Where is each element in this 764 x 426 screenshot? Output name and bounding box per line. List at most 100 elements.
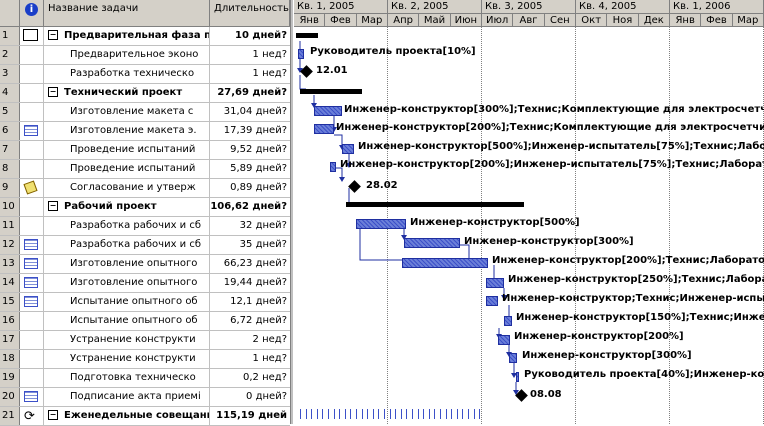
task-bar[interactable] xyxy=(509,353,517,363)
duration-cell[interactable]: 32 дней? xyxy=(239,220,287,231)
duration-cell[interactable]: 35 дней? xyxy=(239,239,287,250)
duration-cell[interactable]: 1 нед? xyxy=(252,68,287,79)
meeting-tick[interactable] xyxy=(473,409,475,419)
meeting-tick[interactable] xyxy=(356,409,357,419)
row-number[interactable]: 13 xyxy=(0,255,20,273)
table-row[interactable]: 6 Изготовление макета э. 17,39 дней? xyxy=(0,122,290,141)
task-name-cell[interactable]: − Технический проект xyxy=(44,84,210,102)
task-bar[interactable] xyxy=(402,258,488,268)
table-row[interactable]: 15 Испытание опытного об 12,1 дней? xyxy=(0,293,290,312)
meeting-tick[interactable] xyxy=(462,409,464,419)
task-name-cell[interactable]: Изготовление макета э. xyxy=(44,122,210,140)
duration-cell[interactable]: 17,39 дней? xyxy=(223,125,287,136)
table-row[interactable]: 3 Разработка техническо 1 нед? xyxy=(0,65,290,84)
task-bar[interactable] xyxy=(498,335,510,345)
task-bar[interactable] xyxy=(404,238,460,248)
duration-cell[interactable]: 12,1 дней? xyxy=(230,296,287,307)
collapse-toggle-icon[interactable]: − xyxy=(48,87,58,97)
row-number[interactable]: 14 xyxy=(0,274,20,292)
task-name-header[interactable]: Название задачи xyxy=(44,0,210,27)
task-name-cell[interactable]: Изготовление опытного xyxy=(44,274,210,292)
duration-cell[interactable]: 0,89 дней? xyxy=(230,182,287,193)
task-name-cell[interactable]: Предварительное эконо xyxy=(44,46,210,64)
meeting-tick[interactable] xyxy=(300,409,301,419)
task-name-cell[interactable]: − Еженедельные совещани xyxy=(44,407,210,425)
task-name-cell[interactable]: Испытание опытного об xyxy=(44,293,210,311)
meeting-tick[interactable] xyxy=(378,409,380,419)
table-row[interactable]: 20 Подписание акта приемі 0 дней? xyxy=(0,388,290,407)
meeting-tick[interactable] xyxy=(322,409,324,419)
table-row[interactable]: 7 Проведение испытаний 9,52 дней? xyxy=(0,141,290,160)
duration-cell[interactable]: 0,2 нед? xyxy=(243,372,287,383)
task-bar[interactable] xyxy=(314,124,334,134)
meeting-tick[interactable] xyxy=(311,409,313,419)
task-bar[interactable] xyxy=(356,219,406,229)
meeting-tick[interactable] xyxy=(361,409,363,419)
meeting-tick[interactable] xyxy=(389,409,391,419)
duration-cell[interactable]: 5,89 дней? xyxy=(230,163,287,174)
meeting-tick[interactable] xyxy=(423,409,425,419)
table-row[interactable]: 2 Предварительное эконо 1 нед? xyxy=(0,46,290,65)
duration-cell[interactable]: 106,62 дней? xyxy=(210,201,287,212)
meeting-tick[interactable] xyxy=(395,409,397,419)
meeting-tick[interactable] xyxy=(445,409,447,419)
meeting-tick[interactable] xyxy=(479,409,481,419)
table-row[interactable]: 5 Изготовление макета с 31,04 дней? xyxy=(0,103,290,122)
task-bar[interactable] xyxy=(504,316,512,326)
task-bar[interactable] xyxy=(486,296,498,306)
meeting-tick[interactable] xyxy=(328,409,329,419)
meeting-tick[interactable] xyxy=(339,409,341,419)
row-number[interactable]: 18 xyxy=(0,350,20,368)
task-bar[interactable] xyxy=(486,278,504,288)
table-row[interactable]: 21 ⟳ − Еженедельные совещани 115,19 дней xyxy=(0,407,290,426)
summary-bar[interactable] xyxy=(300,89,362,94)
task-name-cell[interactable]: Разработка рабочих и сб xyxy=(44,236,210,254)
table-row[interactable]: 19 Подготовка техническо 0,2 нед? xyxy=(0,369,290,388)
row-number[interactable]: 9 xyxy=(0,179,20,197)
duration-cell[interactable]: 19,44 дней? xyxy=(223,277,287,288)
duration-cell[interactable]: 6,72 дней? xyxy=(230,315,287,326)
row-number[interactable]: 8 xyxy=(0,160,20,178)
table-row[interactable]: 17 Устранение конструкти 2 нед? xyxy=(0,331,290,350)
meeting-tick[interactable] xyxy=(451,409,453,419)
meeting-tick[interactable] xyxy=(305,409,307,419)
task-bar[interactable] xyxy=(516,372,519,382)
duration-cell[interactable]: 115,19 дней xyxy=(216,410,287,421)
duration-cell[interactable]: 66,23 дней? xyxy=(223,258,287,269)
table-row[interactable]: 18 Устранение конструкти 1 нед? xyxy=(0,350,290,369)
indicators-header[interactable]: i xyxy=(20,0,44,27)
meeting-tick[interactable] xyxy=(372,409,374,419)
meeting-tick[interactable] xyxy=(412,409,413,419)
task-bar[interactable] xyxy=(342,144,354,154)
table-row[interactable]: 13 Изготовление опытного 66,23 дней? xyxy=(0,255,290,274)
duration-cell[interactable]: 31,04 дней? xyxy=(223,106,287,117)
task-bar[interactable] xyxy=(330,162,336,172)
row-number[interactable]: 10 xyxy=(0,198,20,216)
row-number[interactable]: 15 xyxy=(0,293,20,311)
meeting-tick[interactable] xyxy=(333,409,335,419)
meeting-tick[interactable] xyxy=(417,409,419,419)
row-number[interactable]: 16 xyxy=(0,312,20,330)
collapse-toggle-icon[interactable]: − xyxy=(48,201,58,211)
collapse-toggle-icon[interactable]: − xyxy=(48,410,58,420)
duration-cell[interactable]: 1 нед? xyxy=(252,353,287,364)
meeting-tick[interactable] xyxy=(350,409,352,419)
task-name-cell[interactable]: Устранение конструкти xyxy=(44,350,210,368)
row-number[interactable]: 11 xyxy=(0,217,20,235)
row-number[interactable]: 4 xyxy=(0,84,20,102)
task-name-cell[interactable]: Испытание опытного об xyxy=(44,312,210,330)
duration-cell[interactable]: 0 дней? xyxy=(246,391,287,402)
row-number-header[interactable] xyxy=(0,0,20,27)
task-name-cell[interactable]: Проведение испытаний xyxy=(44,160,210,178)
summary-bar[interactable] xyxy=(346,202,524,207)
table-row[interactable]: 11 Разработка рабочих и сб 32 дней? xyxy=(0,217,290,236)
row-number[interactable]: 17 xyxy=(0,331,20,349)
duration-cell[interactable]: 10 дней? xyxy=(235,30,287,41)
task-name-cell[interactable]: − Рабочий проект xyxy=(44,198,210,216)
table-row[interactable]: 12 Разработка рабочих и сб 35 дней? xyxy=(0,236,290,255)
table-row[interactable]: 4 − Технический проект 27,69 дней? xyxy=(0,84,290,103)
row-number[interactable]: 3 xyxy=(0,65,20,83)
duration-cell[interactable]: 9,52 дней? xyxy=(230,144,287,155)
table-row[interactable]: 10 − Рабочий проект 106,62 дней? xyxy=(0,198,290,217)
task-bar[interactable] xyxy=(314,106,342,116)
